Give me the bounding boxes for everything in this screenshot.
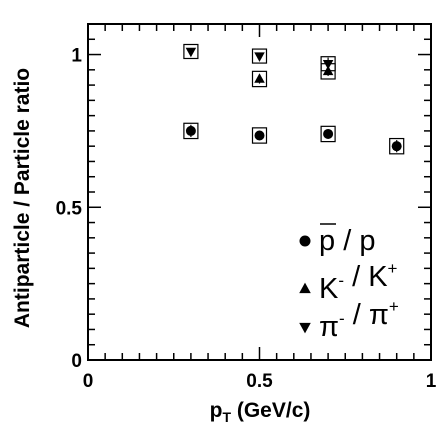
legend-entry: π- / π+ xyxy=(319,297,399,343)
legend-marker-triangle-down xyxy=(299,322,311,334)
y-tick-label: 0 xyxy=(71,351,82,372)
systematic-error-box xyxy=(251,127,268,144)
x-tick-label: 0 xyxy=(83,371,94,392)
data-point-triangle-up xyxy=(254,73,265,83)
y-tick-label: 0.5 xyxy=(56,198,83,219)
data-point-triangle-down xyxy=(322,59,334,70)
legend-marker-circle xyxy=(299,235,311,247)
x-axis-title: pT (GeV/c) xyxy=(210,399,311,425)
y-tick-label: 1 xyxy=(71,46,82,67)
y-axis-title: Antiparticle / Particle ratio xyxy=(11,68,34,328)
x-tick-label: 1 xyxy=(426,371,436,392)
legend-entry: p / p xyxy=(319,225,375,257)
data-point-circle xyxy=(254,130,265,141)
data-point-circle xyxy=(185,125,196,136)
systematic-error-box xyxy=(183,122,199,140)
data-point-circle xyxy=(391,141,402,152)
legend-marker-triangle-up xyxy=(299,282,311,294)
systematic-error-box xyxy=(320,125,336,143)
legend-entry: K- / K+ xyxy=(319,259,398,305)
x-axis-title-unit: (GeV/c) xyxy=(237,399,311,422)
systematic-error-box xyxy=(251,48,268,64)
x-tick-label: 0.5 xyxy=(246,371,273,392)
x-axis-title-base: p xyxy=(210,399,223,422)
systematic-error-box xyxy=(389,137,405,155)
systematic-error-box xyxy=(251,70,268,88)
data-point-circle xyxy=(323,128,334,139)
systematic-error-box xyxy=(183,43,199,60)
x-axis-title-subscript: T xyxy=(222,409,231,425)
data-point-triangle-down xyxy=(254,52,265,62)
data-point-triangle-down xyxy=(185,47,197,58)
systematic-error-box xyxy=(320,56,336,72)
